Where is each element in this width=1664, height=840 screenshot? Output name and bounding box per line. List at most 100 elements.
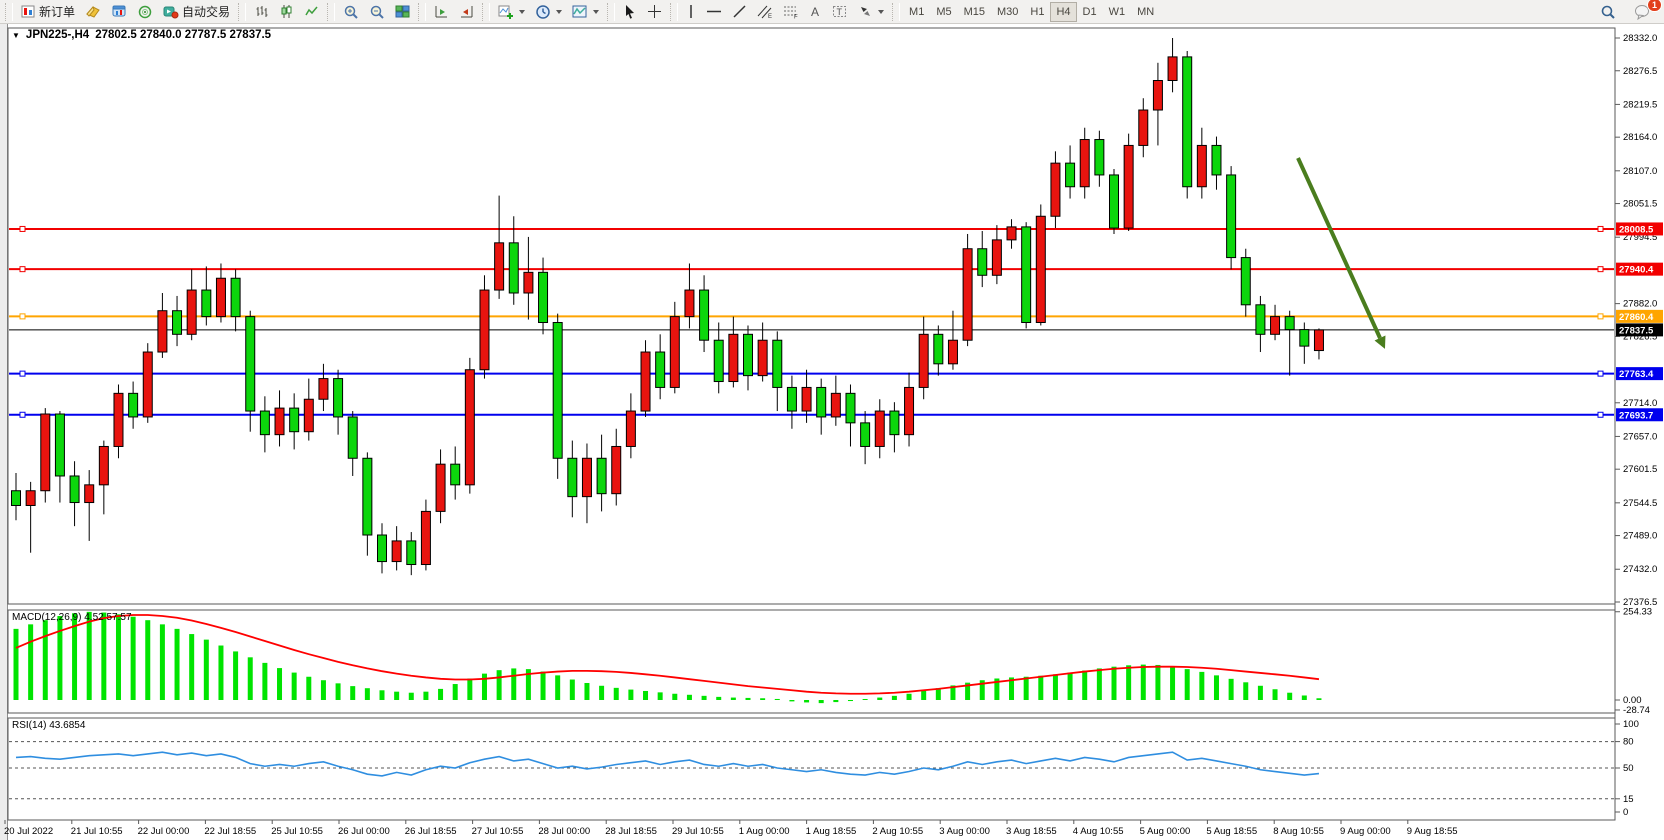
svg-text:27376.5: 27376.5 (1623, 597, 1657, 608)
toolbar-grip (607, 2, 616, 21)
vertical-line-tool-button[interactable] (681, 2, 701, 22)
chart-ohlc-values: 27802.5 27840.0 27787.5 27837.5 (95, 29, 272, 41)
toolbar-grip (238, 2, 247, 21)
signals-button[interactable] (132, 2, 158, 22)
market-watch-button[interactable] (106, 2, 132, 22)
templates-caret-icon (593, 9, 600, 14)
svg-text:26 Jul 00:00: 26 Jul 00:00 (338, 826, 390, 837)
label-tool-button[interactable]: T (827, 2, 853, 22)
timeframe-m15-button[interactable]: M15 (958, 2, 991, 22)
horizontal-line-icon (706, 4, 722, 19)
timeframe-m5-button[interactable]: M5 (930, 2, 957, 22)
svg-text:27882.0: 27882.0 (1623, 299, 1657, 310)
price-line-badges: 28008.5 27940.4 27860.4 27837.5 27763.4 27693… (1616, 222, 1663, 422)
toolbar-grip (327, 2, 336, 21)
indicators-caret-icon (519, 9, 526, 14)
text-label-icon: T (832, 4, 848, 19)
channel-tool-button[interactable]: E (752, 2, 778, 22)
zoom-in-icon (343, 4, 359, 20)
svg-text:254.33: 254.33 (1623, 607, 1652, 618)
text-tool-button[interactable]: A (804, 2, 827, 22)
svg-text:100: 100 (1623, 719, 1639, 730)
candlestick-mode-button[interactable] (274, 2, 299, 22)
svg-text:27544.5: 27544.5 (1623, 498, 1657, 509)
svg-text:28332.0: 28332.0 (1623, 33, 1657, 44)
equidistant-channel-icon: E (757, 4, 773, 20)
metaeditor-button[interactable] (80, 2, 106, 22)
timeframe-h1-button[interactable]: H1 (1024, 2, 1050, 22)
auto-scroll-button[interactable] (454, 2, 479, 22)
trendline-tool-button[interactable] (727, 2, 752, 22)
svg-text:27860.4: 27860.4 (1619, 312, 1654, 323)
candles-layer (11, 38, 1324, 576)
timeframe-m1-button[interactable]: M1 (903, 2, 930, 22)
svg-text:27693.7: 27693.7 (1619, 410, 1653, 421)
fibonacci-tool-button[interactable]: F (778, 2, 804, 22)
chat-bubble-icon (1634, 4, 1651, 20)
horizontal-line-tool-button[interactable] (701, 2, 727, 22)
autotrade-button[interactable]: 自动交易 (158, 2, 235, 22)
cursor-tool-button[interactable] (618, 2, 642, 22)
toolbar-right-tools: 1 (1595, 0, 1664, 22)
svg-text:27489.0: 27489.0 (1623, 531, 1657, 542)
new-order-button[interactable]: 新订单 (16, 2, 80, 22)
toolbar-grip (892, 2, 901, 21)
timeframe-h4-button[interactable]: H4 (1050, 1, 1077, 22)
line-chart-mode-button[interactable] (299, 2, 324, 22)
timeframe-m30-button[interactable]: M30 (991, 2, 1024, 22)
bar-chart-icon (254, 4, 269, 19)
macd-panel: MACD(12,26,9) 4.52 57.57 (12, 611, 1322, 704)
timeframe-mn-button[interactable]: MN (1131, 2, 1160, 22)
svg-text:27 Jul 10:55: 27 Jul 10:55 (472, 826, 524, 837)
svg-text:A: A (811, 5, 819, 19)
timeframe-d1-button[interactable]: D1 (1077, 2, 1103, 22)
svg-text:5 Aug 18:55: 5 Aug 18:55 (1206, 826, 1257, 837)
svg-text:28107.0: 28107.0 (1623, 166, 1657, 177)
svg-text:0: 0 (1623, 807, 1628, 818)
tile-windows-button[interactable] (390, 2, 415, 22)
arrows-tool-button[interactable] (853, 2, 889, 22)
svg-text:-28.74: -28.74 (1623, 705, 1650, 716)
periods-button[interactable] (530, 2, 567, 22)
autotrade-label: 自动交易 (182, 5, 231, 19)
svg-text:27826.5: 27826.5 (1623, 331, 1657, 342)
indicators-button[interactable] (493, 2, 530, 22)
svg-text:80: 80 (1623, 737, 1634, 748)
templates-button[interactable] (567, 2, 604, 22)
notifications-button[interactable]: 1 (1629, 0, 1662, 22)
svg-text:F: F (794, 15, 798, 20)
trend-arrow-object (1296, 157, 1386, 349)
svg-text:1 Aug 18:55: 1 Aug 18:55 (806, 826, 857, 837)
template-chart-icon (572, 4, 588, 19)
chart-window[interactable]: ▼ JPN225-,H4 27802.5 27840.0 27787.5 278… (0, 24, 1664, 840)
crosshair-tool-button[interactable] (642, 2, 667, 22)
svg-text:22 Jul 18:55: 22 Jul 18:55 (204, 826, 256, 837)
zoom-out-button[interactable] (364, 2, 390, 22)
bar-chart-mode-button[interactable] (249, 2, 274, 22)
svg-text:28219.5: 28219.5 (1623, 99, 1657, 110)
svg-text:28276.5: 28276.5 (1623, 66, 1657, 77)
clock-icon (535, 4, 551, 20)
add-indicator-icon (498, 4, 514, 19)
autotrade-icon (163, 4, 179, 19)
price-chart[interactable]: MACD(12,26,9) 4.52 57.57 RSI(14) 43.6854 2… (0, 24, 1664, 840)
svg-text:29 Jul 10:55: 29 Jul 10:55 (672, 826, 724, 837)
svg-text:MACD(12,26,9) 4.52 57.57: MACD(12,26,9) 4.52 57.57 (12, 612, 132, 623)
trendline-icon (732, 4, 747, 19)
text-icon: A (809, 4, 822, 19)
main-toolbar: 新订单 自动交易 (0, 0, 1664, 24)
chart-shift-button[interactable] (429, 2, 454, 22)
tile-windows-icon (395, 4, 410, 19)
auto-scroll-icon (459, 4, 474, 19)
svg-text:3 Aug 00:00: 3 Aug 00:00 (939, 826, 990, 837)
svg-text:28008.5: 28008.5 (1619, 224, 1654, 235)
timeframe-w1-button[interactable]: W1 (1103, 2, 1132, 22)
fibonacci-icon: F (783, 4, 799, 21)
svg-text:2 Aug 10:55: 2 Aug 10:55 (872, 826, 923, 837)
chevron-down-icon: ▼ (12, 30, 20, 40)
svg-text:27432.0: 27432.0 (1623, 564, 1657, 575)
svg-text:26 Jul 18:55: 26 Jul 18:55 (405, 826, 457, 837)
zoom-in-button[interactable] (338, 2, 364, 22)
svg-text:9 Aug 18:55: 9 Aug 18:55 (1407, 826, 1458, 837)
search-button[interactable] (1595, 2, 1621, 22)
